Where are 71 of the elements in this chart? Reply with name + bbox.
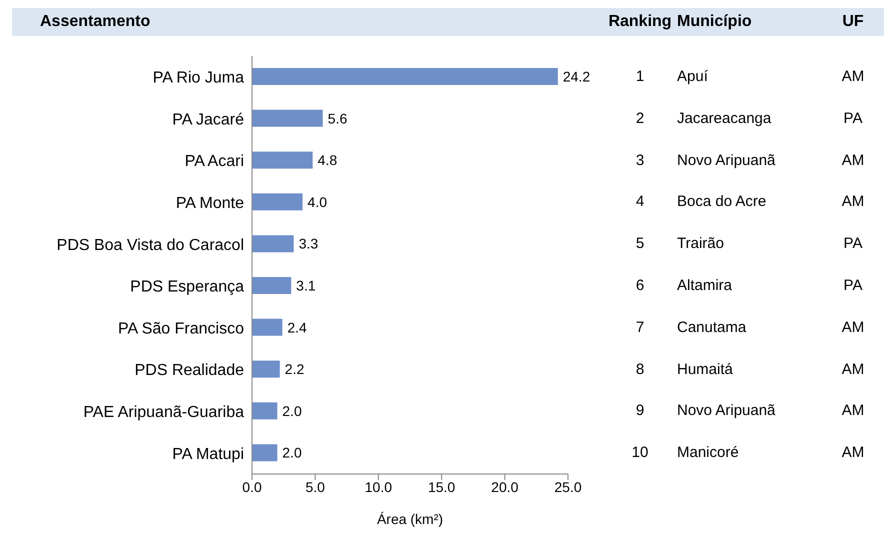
x-tick-label: 10.0 bbox=[364, 478, 392, 495]
data-label: 2.4 bbox=[287, 319, 308, 336]
bar bbox=[252, 152, 313, 169]
text: PA bbox=[842, 110, 864, 127]
text: 6 bbox=[636, 276, 644, 294]
text: AM bbox=[840, 68, 866, 85]
bar bbox=[252, 235, 294, 252]
text: Novo Aripuanã bbox=[677, 152, 776, 168]
text: Apuí bbox=[677, 68, 709, 85]
text: AM bbox=[840, 360, 866, 378]
text: Canutama bbox=[677, 318, 748, 336]
text: 5 bbox=[636, 235, 644, 252]
bar bbox=[252, 110, 323, 127]
y-tick-label: PA Jacaré bbox=[172, 111, 244, 128]
text: Humaitá bbox=[677, 360, 734, 378]
data-label: 2.2 bbox=[284, 361, 304, 378]
x-tick-label: 15.0 bbox=[428, 478, 456, 495]
text: AM bbox=[840, 318, 866, 336]
text: Ranking bbox=[608, 13, 672, 30]
y-tick-label: PDS Boa Vista do Caracol bbox=[56, 236, 244, 254]
bar bbox=[252, 402, 278, 420]
data-label: 2.0 bbox=[282, 402, 302, 419]
bar bbox=[252, 68, 558, 85]
text: AM bbox=[840, 193, 866, 210]
text: AM bbox=[840, 402, 866, 420]
text: 2 bbox=[636, 110, 644, 127]
y-tick-label: PA São Francisco bbox=[118, 320, 244, 338]
bar bbox=[252, 318, 282, 336]
text: Novo Aripuanã bbox=[677, 402, 776, 420]
y-tick-label: PA Matupi bbox=[172, 446, 244, 463]
text: AM bbox=[840, 444, 866, 462]
text: Boca do Acre bbox=[677, 193, 768, 210]
y-tick-label: PA Rio Juma bbox=[152, 70, 244, 87]
bar bbox=[252, 444, 278, 462]
y-tick-label: PDS Esperança bbox=[130, 278, 244, 296]
text: 8 bbox=[636, 360, 644, 378]
y-tick-label: PA Acari bbox=[184, 153, 244, 170]
data-label: 4.0 bbox=[308, 194, 328, 210]
x-tick-label: 0.0 bbox=[242, 478, 262, 495]
x-tick-label: 5.0 bbox=[305, 478, 326, 495]
text: Município bbox=[677, 13, 753, 31]
data-label: 2.0 bbox=[282, 444, 302, 461]
text: PA bbox=[842, 276, 864, 294]
text: 10 bbox=[632, 444, 648, 462]
data-label: 24.2 bbox=[562, 68, 590, 84]
text: 7 bbox=[636, 318, 644, 336]
text: PA bbox=[842, 235, 864, 252]
y-tick-label: PDS Realidade bbox=[134, 362, 244, 380]
data-label: 3.1 bbox=[296, 277, 316, 294]
text: 1 bbox=[636, 68, 644, 85]
text: Altamira bbox=[677, 276, 734, 294]
bar bbox=[252, 193, 303, 210]
text: Jacareacanga bbox=[677, 110, 772, 127]
text: 4 bbox=[636, 193, 644, 210]
text: Manicoré bbox=[677, 444, 740, 462]
text: 9 bbox=[636, 402, 644, 420]
x-axis-title: Área (km²) bbox=[376, 511, 444, 527]
bar bbox=[252, 360, 280, 378]
data-label: 3.3 bbox=[298, 236, 318, 252]
text: AM bbox=[840, 152, 866, 168]
y-tick-label: PAE Aripuanã-Guariba bbox=[83, 404, 244, 421]
text: 3 bbox=[636, 152, 644, 168]
data-label: 5.6 bbox=[328, 110, 348, 126]
y-tick-label: PA Monte bbox=[176, 194, 244, 212]
x-tick-label: 25.0 bbox=[554, 478, 582, 495]
text: UF bbox=[841, 13, 865, 31]
x-tick-label: 20.0 bbox=[491, 478, 519, 495]
data-label: 4.8 bbox=[318, 152, 338, 168]
text: Trairão bbox=[677, 235, 725, 252]
y-axis-title: Assentamento bbox=[40, 13, 150, 31]
bar bbox=[252, 277, 292, 294]
